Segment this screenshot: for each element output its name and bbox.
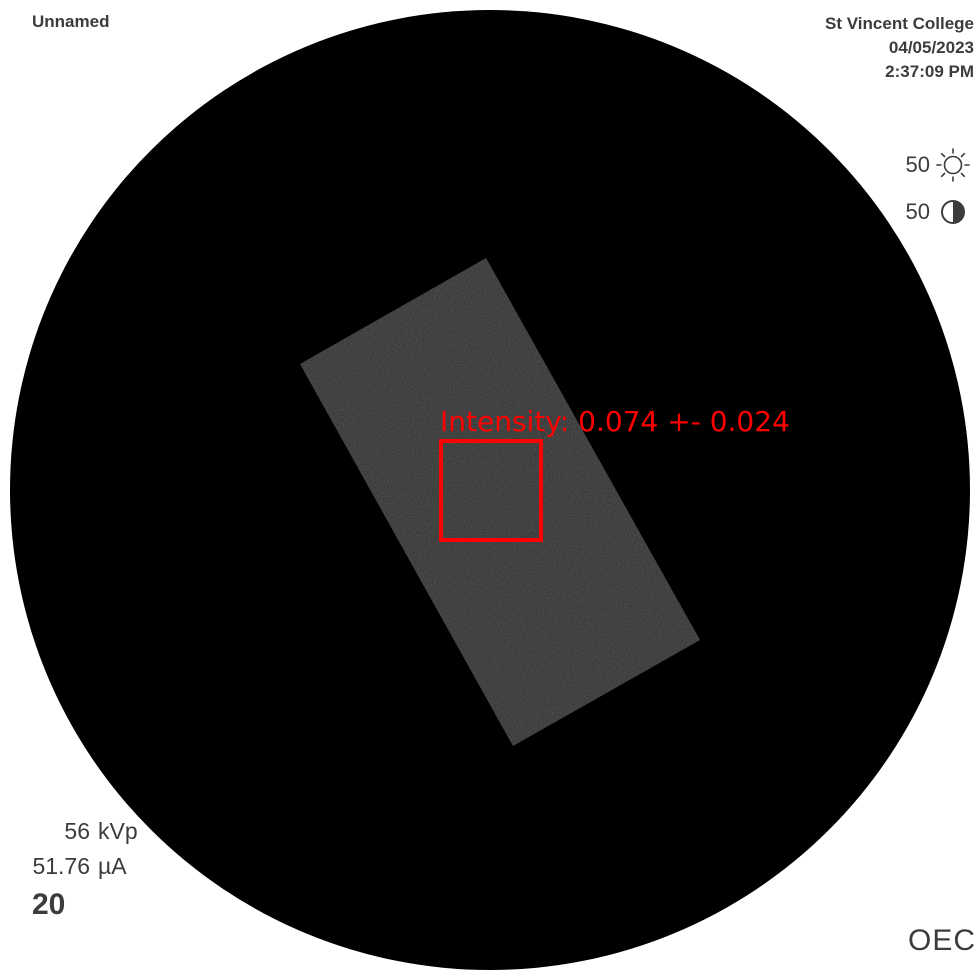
tube-current-readout: 51.76 µA [32, 853, 127, 880]
study-info: St Vincent College 04/05/2023 2:37:09 PM [825, 12, 974, 84]
kv-value: 56 [64, 818, 90, 844]
contrast-control[interactable]: 50 [906, 195, 970, 229]
brand-logo: OEC [907, 924, 976, 957]
contrast-value: 50 [905, 199, 930, 224]
sun-icon [936, 148, 970, 182]
current-value: 51.76 [32, 853, 90, 879]
study-date: 04/05/2023 [888, 38, 974, 57]
sample-grain [300, 258, 700, 746]
institution-name: St Vincent College [825, 14, 974, 33]
kilovoltage-readout: 56 kVp [32, 818, 138, 845]
roi-intensity-label: Intensity: 0.074 +- 0.024 [440, 405, 790, 438]
current-unit: µA [98, 853, 127, 879]
kv-unit: kVp [98, 818, 138, 844]
study-time: 2:37:09 PM [885, 62, 974, 81]
roi-box[interactable] [439, 439, 543, 542]
contrast-icon [941, 200, 965, 224]
patient-name: Unnamed [32, 12, 110, 31]
brightness-control[interactable]: 50 [906, 148, 970, 182]
brightness-value: 50 [905, 152, 930, 177]
frame-number: 20 [32, 888, 66, 921]
